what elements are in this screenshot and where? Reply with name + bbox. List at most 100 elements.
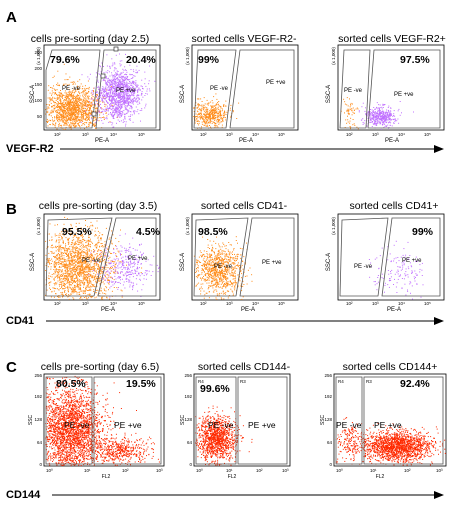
event-dot — [64, 284, 66, 286]
event-dot — [138, 98, 140, 100]
event-dot — [91, 90, 93, 92]
event-dot — [101, 255, 103, 257]
event-dot — [80, 256, 82, 258]
event-dot — [123, 103, 125, 105]
event-dot — [376, 125, 378, 126]
event-dot — [77, 244, 79, 246]
event-dot — [59, 116, 61, 118]
event-dot — [115, 106, 117, 108]
event-dot — [78, 274, 80, 276]
event-dot — [70, 281, 72, 283]
x-tick-label: 10³ — [82, 132, 89, 137]
event-dot — [58, 269, 60, 271]
event-dot — [78, 107, 80, 109]
event-dot — [208, 116, 210, 118]
event-dot — [116, 89, 118, 91]
event-dot — [232, 110, 234, 112]
event-dot — [95, 281, 97, 283]
event-dot — [125, 73, 127, 75]
event-dot — [105, 113, 107, 114]
event-dot — [72, 264, 74, 266]
event-dot — [109, 100, 111, 102]
event-dot — [83, 108, 85, 110]
event-dot — [65, 73, 67, 75]
gate-negative — [193, 49, 237, 129]
event-dot — [387, 107, 389, 108]
event-dot — [93, 92, 95, 94]
event-dot — [75, 125, 77, 127]
event-dot — [347, 119, 349, 121]
event-dot — [122, 119, 124, 121]
event-dot — [71, 279, 73, 281]
event-dot — [125, 91, 127, 93]
event-dot — [65, 105, 67, 107]
event-dot — [107, 96, 109, 97]
event-dot — [217, 122, 219, 124]
event-dot — [69, 229, 71, 231]
event-dot — [389, 112, 391, 114]
event-dot — [379, 110, 381, 112]
event-dot — [223, 104, 225, 106]
event-dot — [110, 260, 112, 262]
event-dot — [104, 254, 106, 256]
event-dot — [79, 252, 81, 254]
event-dot — [62, 115, 64, 117]
event-dot — [103, 288, 105, 290]
event-dot — [130, 84, 132, 86]
plot-frame — [43, 44, 161, 131]
event-dot — [108, 93, 110, 95]
event-dot — [96, 264, 97, 266]
event-dot — [79, 248, 81, 250]
event-dot — [117, 82, 119, 84]
event-dot — [113, 86, 114, 88]
event-dot — [67, 87, 69, 89]
event-dot — [206, 99, 208, 101]
event-dot — [129, 102, 131, 104]
event-dot — [71, 123, 73, 125]
gate-handle[interactable] — [113, 46, 119, 52]
event-dot — [81, 101, 83, 103]
event-dot — [74, 278, 76, 279]
event-dot — [206, 115, 208, 117]
event-dot — [75, 114, 76, 116]
event-dot — [200, 128, 202, 130]
event-dot — [68, 298, 70, 300]
event-dot — [79, 258, 81, 259]
event-dot — [132, 102, 134, 103]
event-dot — [385, 122, 387, 124]
event-dot — [79, 270, 81, 272]
event-dot — [90, 92, 92, 94]
event-dot — [85, 112, 87, 114]
neg-label: PE -ve — [210, 86, 229, 92]
event-dot — [83, 238, 85, 240]
event-dot — [132, 92, 134, 94]
event-dot — [206, 116, 208, 118]
gate-handle[interactable] — [100, 73, 106, 79]
event-dot — [79, 256, 81, 258]
event-dot — [119, 94, 120, 96]
event-dot — [351, 110, 353, 111]
event-dot — [222, 112, 224, 114]
event-dot — [97, 97, 99, 99]
event-dot — [73, 95, 75, 97]
event-dot — [112, 91, 114, 93]
event-dot — [215, 106, 217, 108]
event-dot — [60, 107, 62, 109]
event-dot — [122, 96, 123, 98]
event-dot — [66, 116, 68, 118]
event-dot — [149, 65, 151, 67]
event-dot — [141, 109, 143, 111]
event-dot — [60, 108, 62, 110]
event-dot — [53, 108, 55, 110]
event-dot — [346, 104, 348, 106]
event-dot — [199, 115, 201, 117]
event-dot — [110, 81, 112, 83]
event-dot — [128, 109, 130, 111]
event-dot — [80, 296, 81, 298]
event-dot — [116, 95, 117, 97]
event-dot — [88, 102, 90, 104]
gate-handle[interactable] — [91, 111, 97, 117]
event-dot — [75, 243, 77, 245]
event-dot — [124, 66, 126, 68]
event-dot — [114, 88, 116, 90]
